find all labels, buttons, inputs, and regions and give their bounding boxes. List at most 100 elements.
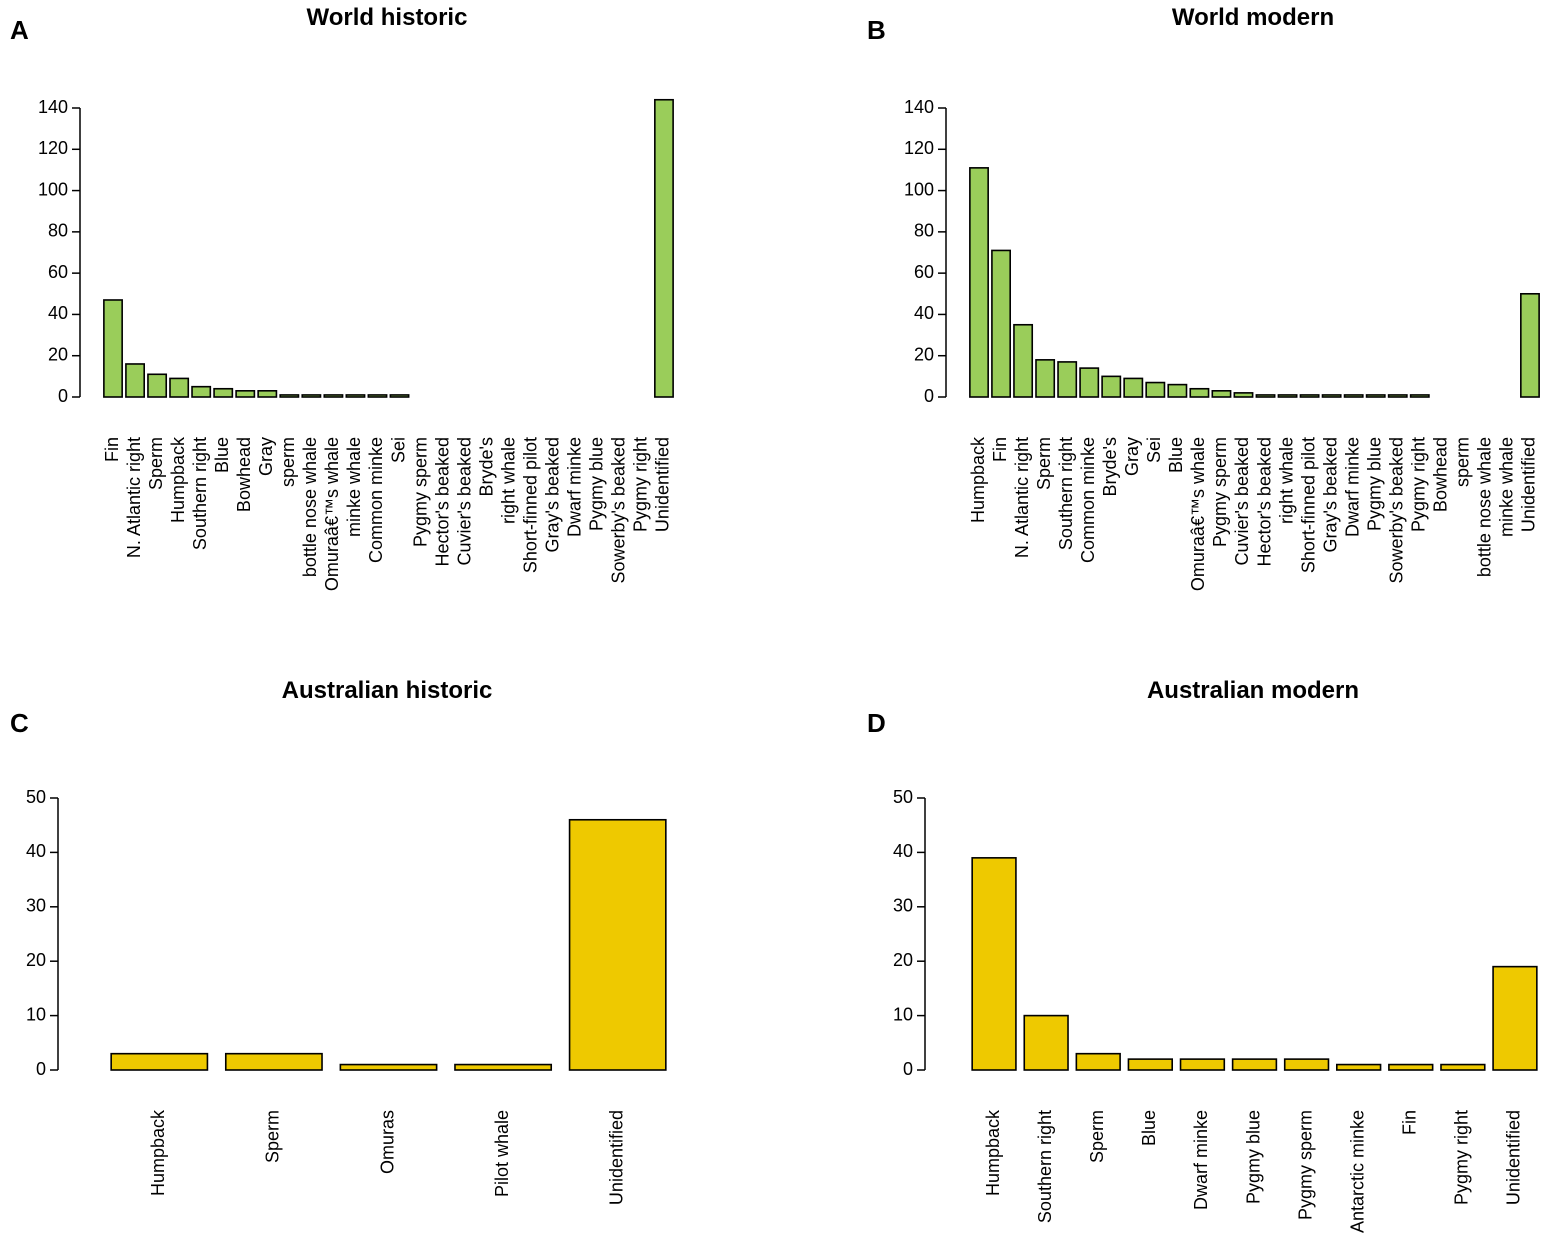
category-label-a-14: Pygmy sperm — [410, 437, 430, 547]
category-label-b-1: Fin — [990, 437, 1010, 462]
category-label-c-3: Pilot whale — [492, 1110, 512, 1197]
y-tick-label-a-5: 100 — [38, 179, 68, 199]
category-label-b-3: Sperm — [1034, 437, 1054, 490]
category-label-a-23: Sowerby's beaked — [609, 437, 629, 584]
x-labels-d: Humpback Southern right Sperm Blue Dwarf min… — [983, 1109, 1524, 1233]
bar-a-5 — [213, 387, 234, 398]
bars-c — [110, 818, 667, 1071]
category-label-a-0: Fin — [102, 437, 122, 462]
category-label-d-8: Fin — [1400, 1110, 1420, 1135]
bar-b-1 — [991, 249, 1011, 398]
category-label-d-2: Sperm — [1087, 1110, 1107, 1163]
y-axis-d: 0 10 20 30 40 50 — [893, 787, 926, 1079]
y-tick-label-d-2: 20 — [893, 950, 913, 970]
category-label-a-8: sperm — [278, 437, 298, 487]
bar-c-3 — [454, 1063, 553, 1071]
bar-b-16 — [1321, 394, 1342, 398]
category-label-d-6: Pygmy sperm — [1295, 1110, 1315, 1220]
category-label-a-17: Bryde's — [476, 437, 496, 496]
bar-c-1 — [224, 1052, 323, 1071]
bar-b-19 — [1387, 394, 1408, 398]
y-tick-label-a-7: 140 — [38, 97, 68, 117]
category-label-b-14: right whale — [1276, 437, 1296, 524]
bar-d-4 — [1179, 1058, 1226, 1071]
category-label-b-18: Pygmy blue — [1364, 437, 1384, 531]
category-label-c-0: Humpback — [148, 1109, 168, 1196]
category-label-a-11: minke whale — [344, 437, 364, 537]
bar-d-0 — [971, 857, 1017, 1071]
category-label-b-8: Sei — [1144, 437, 1164, 463]
chart-title-b: World modern — [1172, 4, 1334, 31]
category-label-b-0: Humpback — [968, 436, 988, 523]
y-tick-label-d-4: 40 — [893, 841, 913, 861]
bar-b-17 — [1343, 394, 1364, 398]
bar-b-13 — [1255, 394, 1276, 398]
bar-a-4 — [191, 385, 212, 398]
category-label-b-7: Gray — [1122, 437, 1142, 476]
category-label-b-12: Cuvier's beaked — [1232, 437, 1252, 566]
bar-a-25 — [654, 98, 674, 398]
bar-b-11 — [1211, 390, 1232, 398]
y-tick-label-a-1: 20 — [48, 344, 68, 364]
category-label-a-6: Bowhead — [234, 437, 254, 512]
category-label-a-2: Sperm — [146, 437, 166, 490]
category-label-d-7: Antarctic minke — [1347, 1110, 1367, 1233]
panel-b-world-modern: B World modern 0 20 40 60 80 100 120 140 Humpba… — [867, 4, 1540, 591]
y-tick-label-c-1: 10 — [26, 1004, 46, 1024]
panel-d-australian-modern: D Australian modern 0 10 20 30 40 50 Humpback… — [867, 677, 1538, 1233]
category-label-a-19: Short-finned pilot — [521, 437, 541, 573]
category-label-a-4: Southern right — [190, 437, 210, 550]
bar-b-7 — [1123, 377, 1144, 398]
bar-d-2 — [1075, 1052, 1121, 1071]
bar-b-18 — [1365, 394, 1386, 398]
category-label-a-16: Cuvier's beaked — [454, 437, 474, 566]
category-label-c-2: Omuras — [377, 1110, 397, 1174]
y-tick-label-d-0: 0 — [903, 1059, 913, 1079]
panel-c-australian-historic: C Australian historic 0 10 20 30 40 50 Humpba… — [10, 677, 667, 1205]
y-tick-label-a-3: 60 — [48, 262, 68, 282]
y-tick-label-b-5: 100 — [904, 179, 934, 199]
y-tick-label-b-6: 120 — [904, 138, 934, 158]
bar-b-6 — [1101, 375, 1122, 398]
category-label-a-21: Dwarf minke — [565, 437, 585, 537]
category-label-b-16: Gray's beaked — [1320, 437, 1340, 553]
bar-a-13 — [389, 394, 410, 398]
category-label-b-15: Short-finned pilot — [1298, 437, 1318, 573]
x-labels-a: Fin N. Atlantic right Sperm Humpback Souther… — [102, 436, 673, 591]
category-label-b-6: Bryde's — [1100, 437, 1120, 496]
category-label-b-24: minke whale — [1497, 437, 1517, 537]
category-label-c-4: Unidentified — [606, 1110, 626, 1205]
bar-d-9 — [1440, 1063, 1486, 1071]
y-axis-c: 0 10 20 30 40 50 — [26, 787, 59, 1079]
y-tick-label-a-2: 40 — [48, 303, 68, 323]
y-tick-label-a-0: 0 — [58, 386, 68, 406]
bar-b-9 — [1167, 383, 1188, 398]
category-label-a-24: Pygmy right — [631, 437, 651, 532]
y-axis-b: 0 20 40 60 80 100 120 140 — [904, 97, 947, 406]
bar-b-5 — [1079, 367, 1100, 398]
category-label-a-15: Hector's beaked — [432, 437, 452, 567]
category-label-a-13: Sei — [388, 437, 408, 463]
chart-title-c: Australian historic — [282, 677, 493, 704]
category-label-b-23: bottle nose whale — [1475, 437, 1495, 577]
x-labels-b: Humpback Fin N. Atlantic right Sperm Souther… — [968, 436, 1539, 591]
category-label-b-9: Blue — [1166, 437, 1186, 473]
panel-a-world-historic: A World historic 0 20 40 60 80 100 120 140 Fin N… — [10, 4, 674, 591]
category-label-b-10: Omuraâ€™s whale — [1188, 437, 1208, 591]
y-tick-label-b-1: 20 — [914, 344, 934, 364]
category-label-b-17: Dwarf minke — [1342, 437, 1362, 537]
bar-a-1 — [125, 363, 146, 398]
category-label-b-4: Southern right — [1056, 437, 1076, 550]
bar-a-0 — [103, 299, 123, 398]
bar-b-4 — [1057, 361, 1078, 398]
bar-d-3 — [1127, 1058, 1173, 1071]
category-label-d-1: Southern right — [1035, 1110, 1055, 1223]
y-tick-label-b-2: 40 — [914, 303, 934, 323]
chart-title-d: Australian modern — [1147, 677, 1359, 704]
bar-b-25 — [1520, 292, 1540, 398]
bar-b-12 — [1233, 392, 1254, 398]
y-axis-a: 0 20 40 60 80 100 120 140 — [38, 97, 81, 406]
category-label-d-9: Pygmy right — [1452, 1110, 1472, 1205]
bar-a-10 — [323, 394, 344, 398]
category-label-b-2: N. Atlantic right — [1012, 437, 1032, 558]
